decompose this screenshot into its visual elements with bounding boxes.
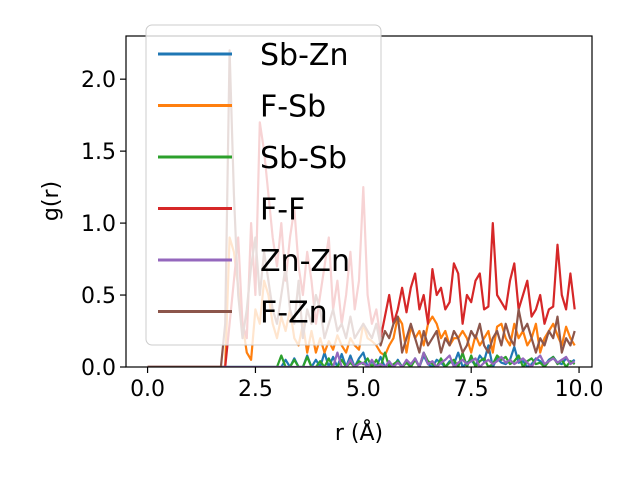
legend: Sb-Zn F-Sb Sb-Sb F-F Zn-Zn F-Zn xyxy=(145,24,382,346)
y-tick-label: 0.5 xyxy=(81,284,116,309)
series-line-sb-zn xyxy=(147,344,576,367)
y-tick-label: 1.5 xyxy=(81,140,116,165)
x-tick-label: 0.0 xyxy=(130,377,165,402)
legend-label-sb-sb: Sb-Sb xyxy=(260,141,347,176)
legend-label-sb-zn: Sb-Zn xyxy=(260,38,348,73)
y-tick-label: 1.0 xyxy=(81,212,116,237)
y-axis-ticks: 0.0 0.5 1.0 1.5 2.0 xyxy=(81,68,126,381)
series-line-zn-zn xyxy=(147,351,576,367)
x-tick-label: 2.5 xyxy=(238,377,273,402)
legend-label-f-f: F-F xyxy=(260,193,305,228)
legend-label-f-zn: F-Zn xyxy=(260,296,328,331)
legend-label-f-sb: F-Sb xyxy=(260,90,326,125)
x-tick-label: 10.0 xyxy=(555,377,604,402)
y-tick-label: 0.0 xyxy=(81,356,116,381)
y-tick-label: 2.0 xyxy=(81,68,116,93)
legend-label-zn-zn: Zn-Zn xyxy=(260,244,350,279)
x-tick-label: 7.5 xyxy=(454,377,489,402)
y-axis-label: g(r) xyxy=(39,181,64,221)
x-axis-ticks: 0.0 2.5 5.0 7.5 10.0 xyxy=(130,367,604,402)
x-tick-label: 5.0 xyxy=(346,377,381,402)
x-axis-label: r (Å) xyxy=(335,419,383,446)
